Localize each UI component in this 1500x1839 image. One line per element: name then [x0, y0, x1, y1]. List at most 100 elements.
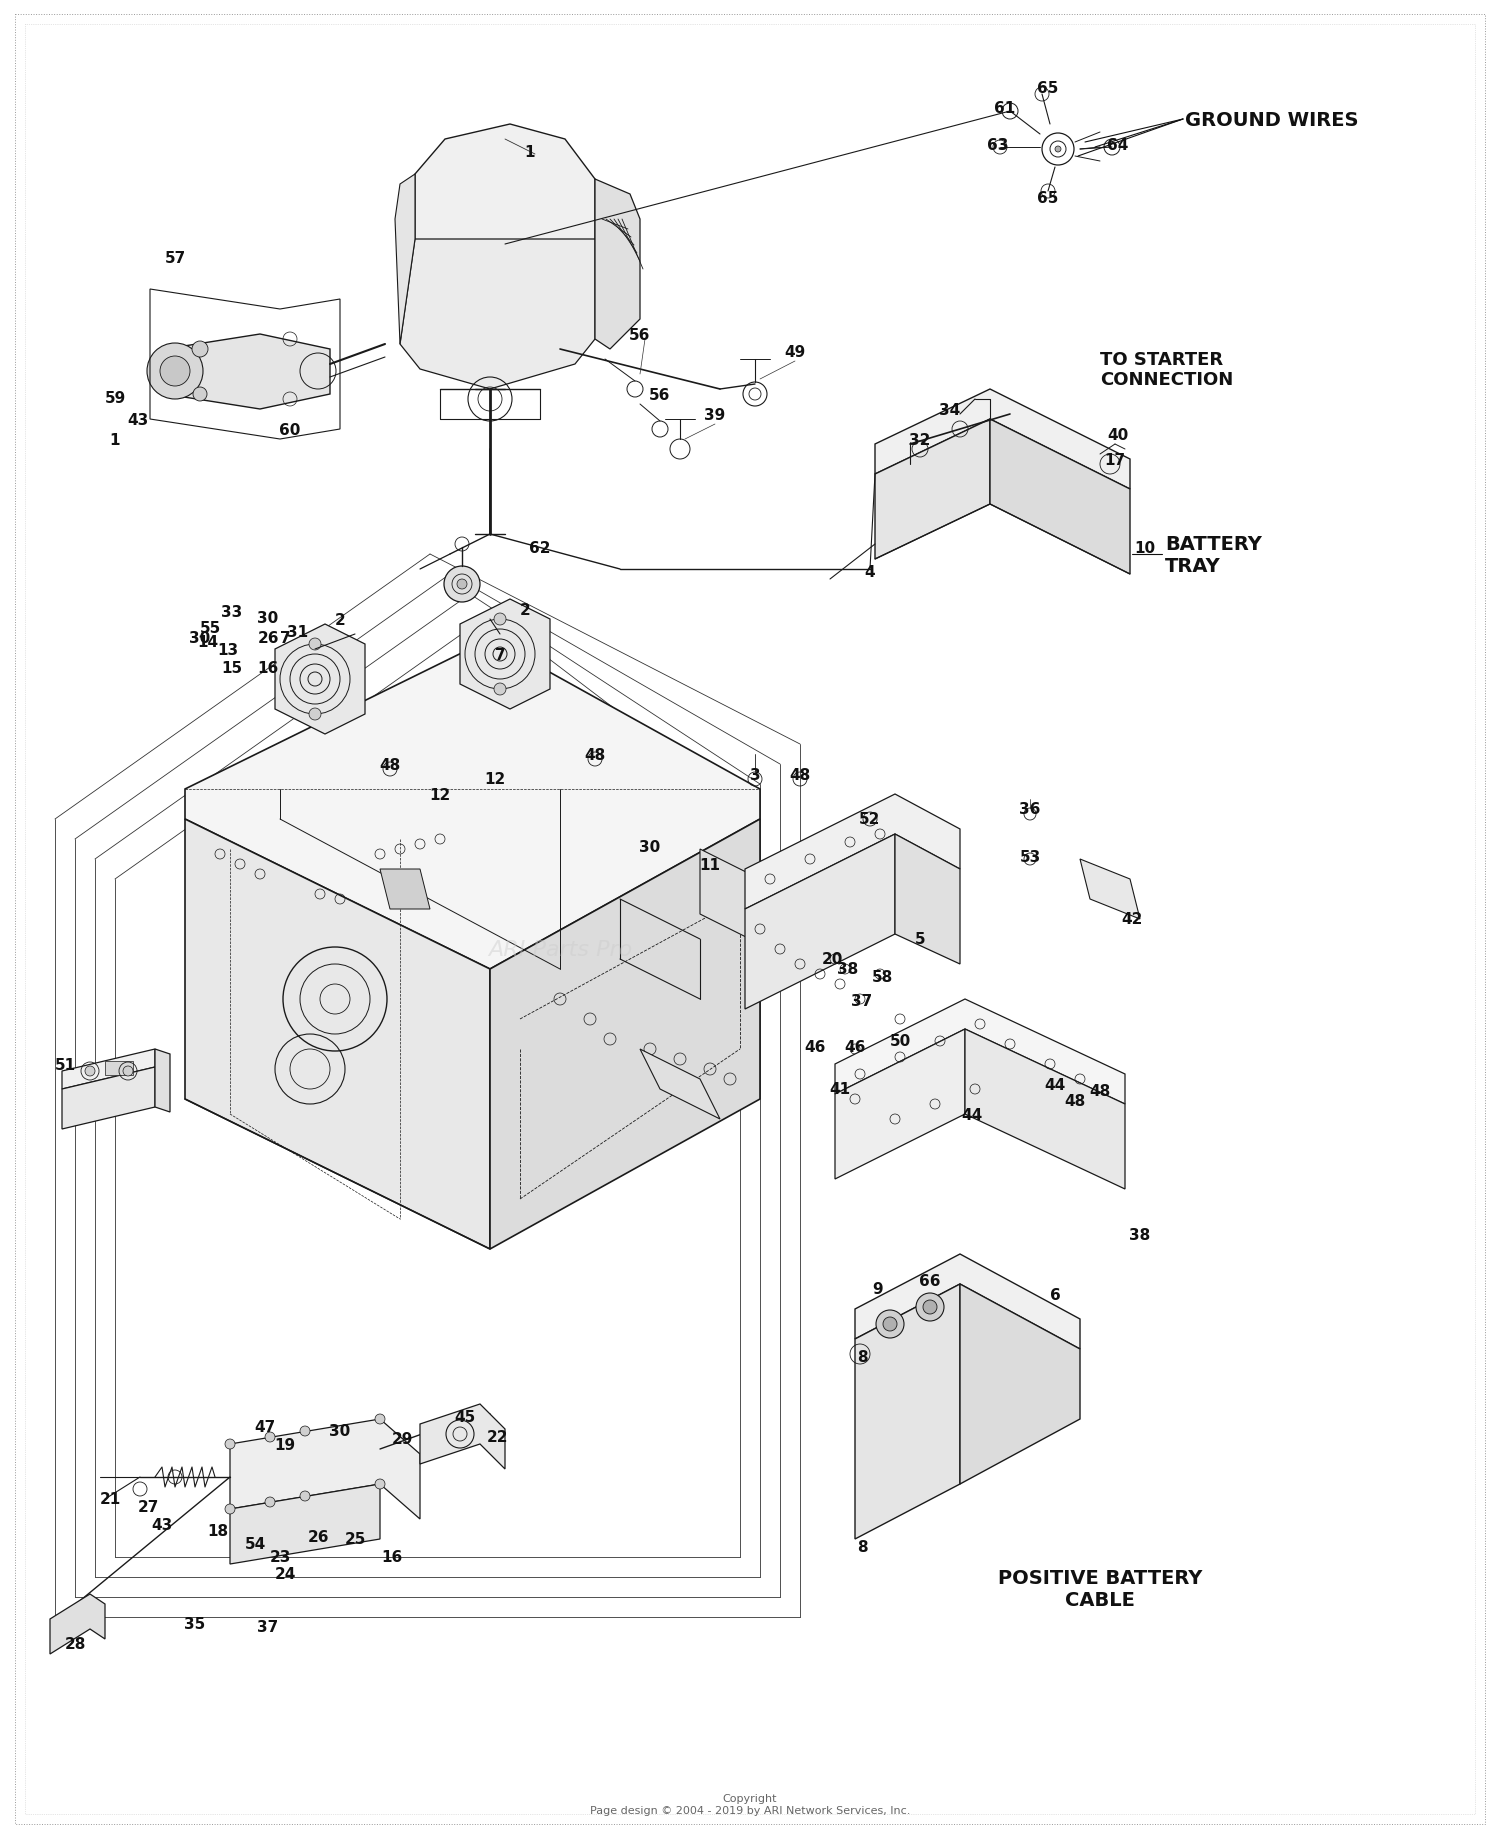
Text: 21: 21	[99, 1491, 120, 1506]
Text: 10: 10	[1134, 541, 1155, 555]
Text: 24: 24	[274, 1567, 296, 1582]
Text: 16: 16	[258, 660, 279, 675]
Circle shape	[300, 1491, 310, 1501]
Text: 22: 22	[488, 1429, 508, 1445]
Polygon shape	[1080, 859, 1140, 920]
Circle shape	[444, 566, 480, 603]
Text: 25: 25	[345, 1532, 366, 1547]
Polygon shape	[230, 1420, 420, 1519]
Text: 1: 1	[525, 145, 536, 160]
Polygon shape	[165, 335, 330, 410]
Polygon shape	[874, 419, 990, 559]
Polygon shape	[700, 850, 750, 940]
Circle shape	[309, 638, 321, 651]
Polygon shape	[746, 794, 960, 910]
Text: 65: 65	[1038, 191, 1059, 206]
Circle shape	[123, 1067, 134, 1076]
Text: 48: 48	[585, 747, 606, 761]
Text: 30: 30	[639, 840, 660, 855]
Text: 60: 60	[279, 423, 300, 438]
Text: 14: 14	[198, 634, 219, 649]
Polygon shape	[836, 1030, 964, 1179]
Text: 35: 35	[184, 1616, 206, 1631]
Text: 42: 42	[1122, 912, 1143, 927]
Text: TO STARTER
CONNECTION: TO STARTER CONNECTION	[1100, 351, 1233, 390]
Text: 8: 8	[856, 1539, 867, 1554]
Text: 12: 12	[429, 787, 450, 802]
Polygon shape	[746, 835, 896, 1010]
Text: 56: 56	[650, 388, 670, 403]
Text: 61: 61	[994, 101, 1016, 116]
Polygon shape	[274, 625, 364, 734]
Text: 46: 46	[844, 1039, 865, 1056]
Polygon shape	[184, 820, 490, 1249]
Text: 6: 6	[1050, 1287, 1060, 1302]
Circle shape	[225, 1504, 236, 1513]
Text: 15: 15	[222, 660, 243, 675]
Text: 31: 31	[288, 623, 309, 640]
Polygon shape	[154, 1050, 170, 1113]
Text: 53: 53	[1020, 850, 1041, 864]
Text: 26: 26	[308, 1530, 328, 1545]
Polygon shape	[874, 390, 1130, 489]
Text: 23: 23	[270, 1550, 291, 1565]
Text: GROUND WIRES: GROUND WIRES	[1185, 110, 1359, 129]
Text: 65: 65	[1038, 81, 1059, 96]
Text: 38: 38	[837, 962, 858, 977]
Text: 48: 48	[1065, 1094, 1086, 1109]
Text: 55: 55	[200, 620, 220, 634]
Circle shape	[225, 1440, 236, 1449]
Text: 8: 8	[856, 1350, 867, 1365]
Polygon shape	[490, 820, 760, 1249]
Circle shape	[922, 1300, 938, 1315]
Text: 43: 43	[128, 412, 148, 427]
Text: 62: 62	[530, 541, 550, 555]
Text: 11: 11	[699, 857, 720, 872]
Text: BATTERY
TRAY: BATTERY TRAY	[1166, 533, 1262, 576]
Circle shape	[266, 1433, 274, 1442]
Text: 26: 26	[258, 631, 279, 645]
Polygon shape	[990, 419, 1130, 576]
Text: 27: 27	[138, 1499, 159, 1515]
Text: 7: 7	[279, 631, 291, 645]
Text: 38: 38	[1130, 1227, 1150, 1241]
Text: 40: 40	[1107, 427, 1128, 441]
Polygon shape	[394, 175, 416, 346]
Text: 3: 3	[750, 767, 760, 782]
Text: 41: 41	[830, 1081, 850, 1096]
Circle shape	[884, 1317, 897, 1331]
Bar	[105, 1061, 134, 1076]
Text: 47: 47	[255, 1420, 276, 1434]
Text: 37: 37	[258, 1620, 279, 1635]
Circle shape	[300, 1427, 310, 1436]
Text: 4: 4	[864, 565, 876, 579]
Text: 48: 48	[380, 758, 400, 772]
Polygon shape	[836, 999, 1125, 1105]
Text: 37: 37	[852, 993, 873, 1010]
Circle shape	[916, 1293, 944, 1320]
Text: 29: 29	[392, 1433, 412, 1447]
Polygon shape	[960, 1284, 1080, 1484]
Circle shape	[192, 342, 208, 359]
Text: 13: 13	[217, 642, 238, 657]
Polygon shape	[855, 1254, 1080, 1350]
Polygon shape	[50, 1594, 105, 1653]
Text: 48: 48	[1089, 1083, 1110, 1100]
Text: 44: 44	[962, 1107, 982, 1122]
Text: 39: 39	[705, 406, 726, 423]
Polygon shape	[596, 180, 640, 349]
Circle shape	[160, 357, 190, 386]
Text: 56: 56	[630, 327, 651, 342]
Polygon shape	[230, 1484, 380, 1565]
Polygon shape	[62, 1067, 154, 1129]
Polygon shape	[400, 239, 596, 390]
Text: 58: 58	[871, 969, 892, 986]
Text: 46: 46	[804, 1039, 825, 1056]
Circle shape	[494, 684, 506, 695]
Text: 36: 36	[1020, 802, 1041, 817]
Text: 19: 19	[274, 1436, 296, 1451]
Circle shape	[1054, 147, 1060, 153]
Text: 2: 2	[519, 601, 531, 618]
Text: 44: 44	[1044, 1078, 1065, 1092]
Polygon shape	[855, 1284, 960, 1539]
